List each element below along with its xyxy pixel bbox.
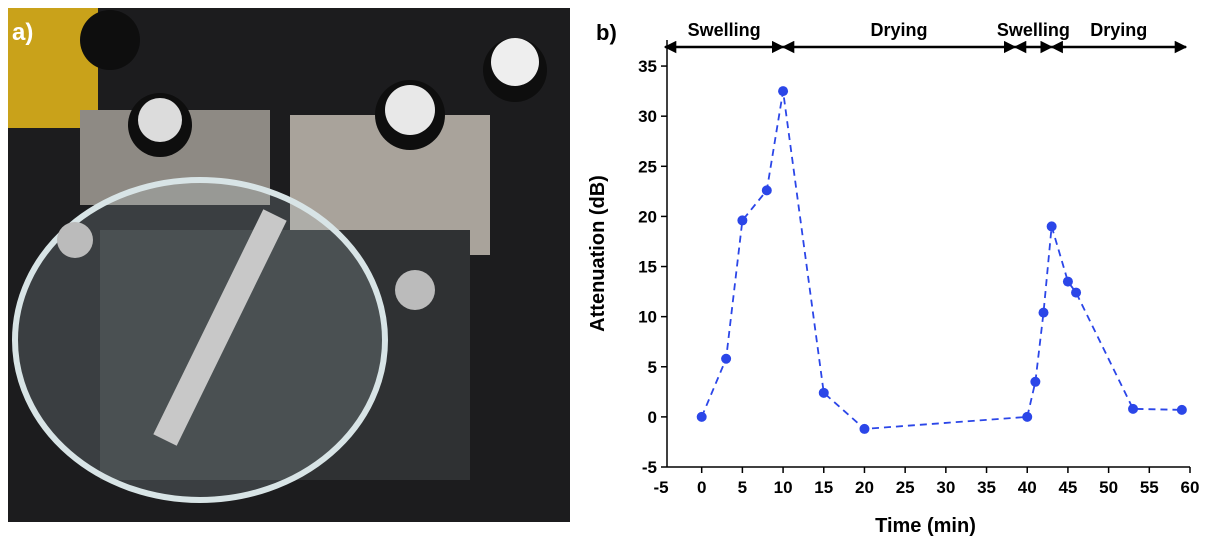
data-point (1046, 221, 1057, 232)
data-point (859, 423, 870, 434)
data-point (1128, 403, 1139, 414)
x-tick-label: 5 (738, 478, 747, 497)
photo-lens (80, 10, 140, 70)
photo-lens (385, 85, 435, 135)
x-tick-label: 55 (1140, 478, 1159, 497)
x-tick-label: 0 (697, 478, 706, 497)
data-point (737, 215, 748, 226)
y-tick-label: 10 (638, 308, 657, 327)
y-tick-label: 15 (638, 258, 657, 277)
photo-screw (57, 222, 93, 258)
annotation-label: Swelling (688, 20, 761, 40)
panel-label: a) (12, 19, 33, 46)
photo-screw (395, 270, 435, 310)
data-point (1030, 376, 1041, 387)
photo-lens (491, 38, 539, 86)
photo-lens (138, 98, 182, 142)
data-point (1071, 287, 1082, 298)
x-tick-label: 60 (1181, 478, 1200, 497)
photo-bolt (153, 209, 287, 446)
x-tick-label: 40 (1018, 478, 1037, 497)
x-tick-label: 35 (977, 478, 996, 497)
data-point (761, 185, 772, 196)
y-tick-label: 20 (638, 207, 657, 226)
x-axis-label: Time (min) (875, 515, 976, 537)
x-tick-label: 25 (896, 478, 915, 497)
data-line (700, 90, 1182, 430)
data-point (778, 86, 789, 97)
x-tick-label: 15 (814, 478, 833, 497)
x-tick-label: 45 (1058, 478, 1077, 497)
y-tick-label: 25 (638, 157, 657, 176)
data-point (1038, 307, 1049, 318)
x-tick-label: 20 (855, 478, 874, 497)
y-tick-label: 30 (638, 107, 657, 126)
annotation-label: Swelling (997, 20, 1070, 40)
y-axis-label: Attenuation (dB) (587, 175, 609, 332)
data-point (721, 353, 732, 364)
photo: a) (8, 8, 570, 522)
y-tick-label: 0 (648, 408, 657, 427)
data-point (818, 387, 829, 398)
annotation-label: Drying (871, 20, 928, 40)
data-point (1062, 276, 1073, 287)
y-tick-label: 5 (648, 358, 657, 377)
x-tick-label: 10 (774, 478, 793, 497)
panel-label: b) (596, 20, 617, 45)
x-tick-label: 50 (1099, 478, 1118, 497)
y-tick-label: 35 (638, 57, 657, 76)
data-point (696, 411, 707, 422)
x-tick-label: -5 (653, 478, 668, 497)
y-tick-label: -5 (642, 458, 657, 477)
data-point (1022, 411, 1033, 422)
x-tick-label: 30 (936, 478, 955, 497)
data-point (1176, 404, 1187, 415)
annotation-label: Drying (1090, 20, 1147, 40)
